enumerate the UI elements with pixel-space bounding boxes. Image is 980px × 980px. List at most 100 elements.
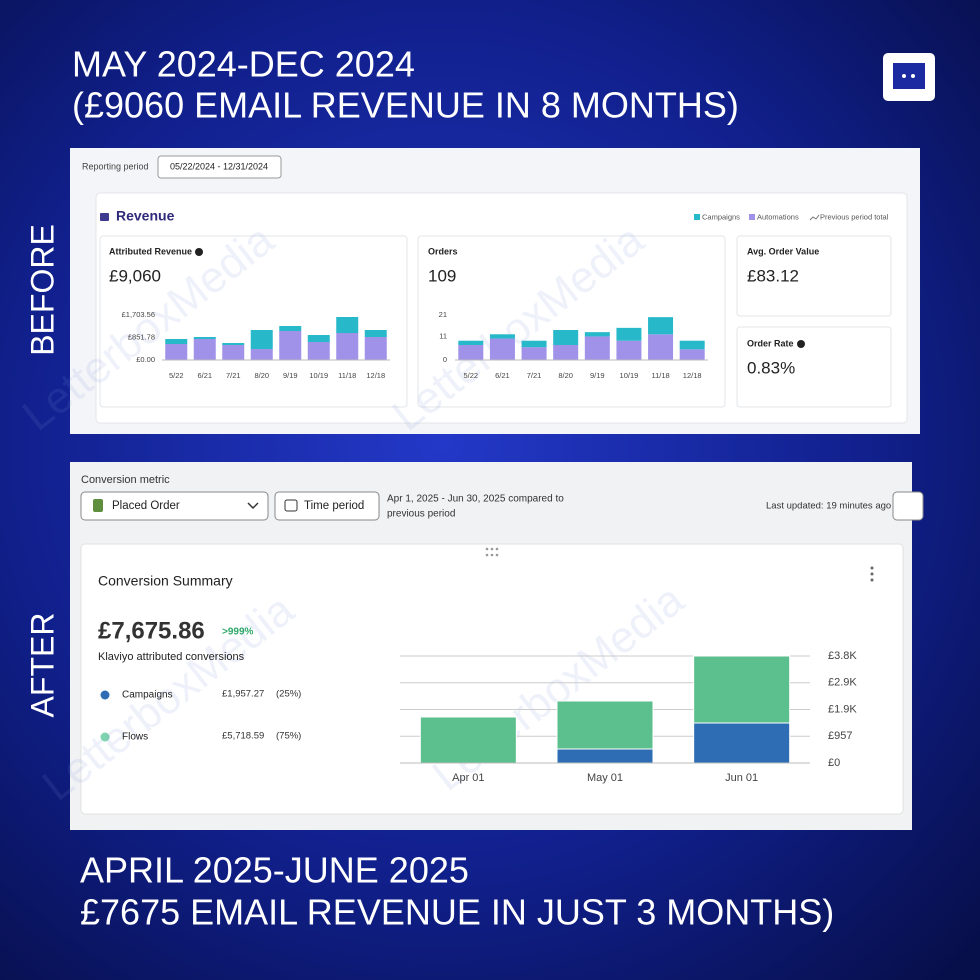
change: >999% bbox=[222, 627, 254, 638]
x-tick-label: 10/19 bbox=[620, 371, 639, 380]
x-tick-label: 7/21 bbox=[226, 371, 241, 380]
bar-segment bbox=[307, 342, 330, 360]
bar-segment bbox=[521, 347, 547, 360]
bar-segment bbox=[584, 336, 610, 360]
total: £7,675.86 bbox=[98, 617, 205, 644]
bar-segment bbox=[648, 317, 674, 335]
bar-segment bbox=[364, 329, 387, 338]
bar-segment bbox=[693, 655, 791, 724]
x-tick-label: May 01 bbox=[587, 772, 623, 784]
metric-dropdown[interactable] bbox=[80, 491, 269, 521]
x-tick-label: Jun 01 bbox=[725, 772, 758, 784]
x-tick-label: 11/18 bbox=[338, 371, 356, 380]
stat-value: 109 bbox=[428, 266, 456, 285]
x-tick-label: 6/21 bbox=[197, 371, 212, 380]
legend-label: Campaigns bbox=[702, 212, 740, 221]
headline: MAY 2024-DEC 2024 bbox=[72, 44, 415, 85]
period: Apr 1, 2025 - Jun 30, 2025 compared to bbox=[387, 494, 564, 505]
y-tick-label: £851.78 bbox=[128, 332, 155, 341]
stat-label: Order Rate bbox=[747, 338, 794, 348]
bar-segment bbox=[222, 344, 245, 360]
x-tick-label: 9/19 bbox=[590, 371, 605, 380]
y-tick-label: 11 bbox=[439, 331, 447, 340]
bar-segment bbox=[279, 330, 302, 360]
logo bbox=[883, 53, 935, 101]
info-icon bbox=[797, 340, 805, 348]
orders-box bbox=[417, 235, 726, 408]
bar-segment bbox=[679, 340, 705, 350]
x-tick-label: 6/21 bbox=[495, 371, 510, 380]
share: (75%) bbox=[276, 731, 301, 742]
cut-button[interactable] bbox=[892, 491, 924, 521]
label: Conversion metric bbox=[81, 474, 170, 486]
bar-segment bbox=[556, 748, 654, 764]
x-tick-label: Apr 01 bbox=[452, 772, 484, 784]
flows-dot bbox=[100, 732, 110, 742]
bar-segment bbox=[616, 327, 642, 341]
legend-label: Campaigns bbox=[122, 690, 173, 701]
stat-value: £83.12 bbox=[747, 266, 799, 285]
x-tick-label: 8/20 bbox=[254, 371, 269, 380]
x-tick-label: 12/18 bbox=[683, 371, 702, 380]
info-icon bbox=[195, 248, 203, 256]
bar-segment bbox=[489, 334, 515, 339]
bar-segment bbox=[165, 338, 188, 344]
time-button[interactable] bbox=[274, 491, 380, 521]
headline: APRIL 2025-JUNE 2025 bbox=[80, 850, 469, 891]
x-tick-label: 5/22 bbox=[464, 371, 479, 380]
bar-segment bbox=[419, 716, 517, 764]
bar-segment bbox=[553, 330, 579, 345]
button-label: Time period bbox=[304, 500, 364, 512]
y-tick-label: £0.00 bbox=[136, 355, 155, 364]
legend-line bbox=[809, 214, 820, 221]
revenue-box bbox=[99, 235, 408, 408]
bar-segment bbox=[165, 343, 188, 360]
bar-segment bbox=[553, 345, 579, 360]
y-tick-label: 0 bbox=[443, 355, 447, 364]
headline: £7675 EMAIL REVENUE IN JUST 3 MONTHS) bbox=[80, 892, 834, 933]
amount: £5,718.59 bbox=[222, 731, 264, 742]
bar-segment bbox=[458, 345, 484, 360]
date-value: 05/22/2024 - 12/31/2024 bbox=[170, 161, 268, 171]
bar-segment bbox=[307, 335, 330, 343]
bar-segment bbox=[364, 337, 387, 360]
side-label: AFTER bbox=[24, 613, 60, 718]
x-tick-label: 9/19 bbox=[283, 371, 298, 380]
bar-segment bbox=[616, 340, 642, 360]
drag-handle bbox=[485, 547, 499, 557]
amount: £1,957.27 bbox=[222, 689, 264, 700]
x-tick-label: 12/18 bbox=[366, 371, 385, 380]
card-title: Revenue bbox=[116, 208, 175, 224]
bar-segment bbox=[489, 338, 515, 360]
y-tick-label: £1.9K bbox=[828, 703, 857, 715]
stat-label: Avg. Order Value bbox=[747, 246, 819, 256]
y-tick-label: £957 bbox=[828, 730, 852, 742]
bar-segment bbox=[521, 340, 547, 348]
updated: Last updated: 19 minutes ago bbox=[766, 501, 891, 512]
stat-value: 0.83% bbox=[747, 358, 795, 377]
stat-label: Attributed Revenue bbox=[109, 246, 192, 256]
y-tick-label: £0 bbox=[828, 757, 840, 769]
side-label: BEFORE bbox=[24, 224, 60, 356]
menu-icon[interactable] bbox=[870, 566, 874, 582]
bar-segment bbox=[250, 329, 273, 350]
shop-icon bbox=[93, 499, 103, 512]
bar-segment bbox=[250, 349, 273, 360]
card-title: Conversion Summary bbox=[98, 573, 233, 589]
y-tick-label: £1,703.56 bbox=[122, 310, 155, 319]
legend-swatch bbox=[749, 214, 755, 220]
bar-segment bbox=[336, 316, 359, 334]
bar-segment bbox=[193, 338, 216, 360]
label: Reporting period bbox=[82, 161, 149, 171]
dropdown-value: Placed Order bbox=[112, 500, 180, 512]
x-tick-label: 11/18 bbox=[651, 371, 669, 380]
y-tick-label: 21 bbox=[439, 310, 447, 319]
y-tick-label: £3.8K bbox=[828, 650, 857, 662]
bar-segment bbox=[193, 337, 216, 339]
legend-label: Flows bbox=[122, 732, 148, 743]
legend-swatch bbox=[694, 214, 700, 220]
period: previous period bbox=[387, 509, 455, 520]
date-input[interactable] bbox=[157, 155, 282, 179]
calendar-icon bbox=[284, 499, 298, 512]
